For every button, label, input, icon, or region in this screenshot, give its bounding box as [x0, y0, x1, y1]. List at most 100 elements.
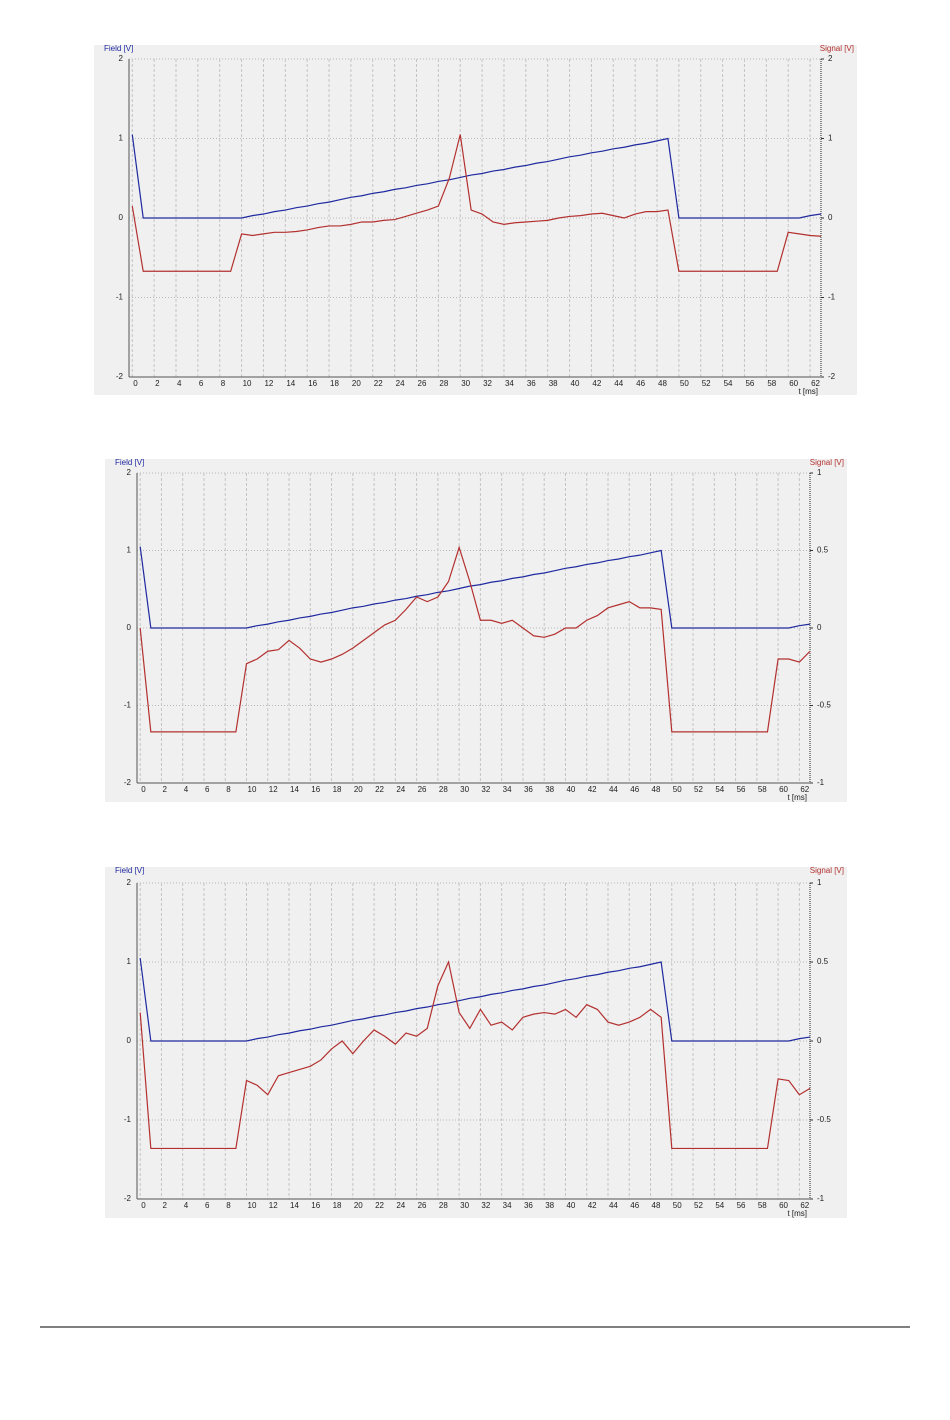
x-tick-label: 30 [461, 379, 470, 388]
series-line [139, 957, 811, 1042]
y-tick-label: 0 [127, 623, 132, 632]
x-tick-label: 26 [418, 785, 427, 794]
x-tick-label: 38 [545, 785, 554, 794]
y-axis-label: Field [V] [104, 44, 133, 53]
y-tick-label: 1 [127, 957, 132, 966]
x-tick-label: 34 [503, 1201, 512, 1210]
y2-tick-label: -2 [828, 372, 836, 381]
x-tick-label: 36 [524, 1201, 533, 1210]
x-tick-label: 48 [652, 785, 661, 794]
x-tick-label: 62 [800, 785, 809, 794]
x-tick-label: 48 [658, 379, 667, 388]
x-tick-label: 52 [694, 785, 703, 794]
x-tick-label: 16 [311, 1201, 320, 1210]
x-tick-label: 38 [545, 1201, 554, 1210]
y2-tick-label: 0 [817, 1036, 822, 1045]
x-tick-label: 2 [162, 1201, 167, 1210]
x-tick-label: 18 [330, 379, 339, 388]
y2-tick-label: 0 [817, 623, 822, 632]
y-axis-label: Field [V] [115, 458, 144, 467]
x-tick-label: 24 [396, 1201, 405, 1210]
x-tick-label: 60 [779, 1201, 788, 1210]
x-tick-label: 18 [333, 785, 342, 794]
x-tick-label: 8 [226, 1201, 231, 1210]
x-tick-label: 2 [162, 785, 167, 794]
x-tick-label: 4 [177, 379, 182, 388]
chart-background [105, 867, 847, 1218]
x-tick-label: 50 [673, 785, 682, 794]
x-tick-label: 34 [503, 785, 512, 794]
y-tick-label: -2 [124, 1194, 132, 1203]
x-tick-label: 6 [205, 785, 210, 794]
series-line [131, 134, 822, 272]
y2-tick-label: -1 [828, 293, 836, 302]
x-tick-label: 60 [789, 379, 798, 388]
x-tick-label: 46 [630, 785, 639, 794]
x-tick-label: 30 [460, 1201, 469, 1210]
y2-axis-label: Signal [V] [820, 44, 854, 53]
y2-tick-label: 0.5 [817, 957, 829, 966]
x-tick-label: 34 [505, 379, 514, 388]
x-tick-label: 50 [673, 1201, 682, 1210]
x-tick-label: 14 [286, 379, 295, 388]
x-tick-label: 32 [483, 379, 492, 388]
series-line [139, 545, 811, 733]
x-tick-label: 30 [460, 785, 469, 794]
x-tick-label: 14 [290, 1201, 299, 1210]
x-tick-label: 60 [779, 785, 788, 794]
x-tick-label: 32 [481, 1201, 490, 1210]
y-tick-label: 2 [119, 54, 124, 63]
x-tick-label: 32 [481, 785, 490, 794]
y-tick-label: 0 [119, 213, 124, 222]
x-tick-label: 4 [184, 785, 189, 794]
y-tick-label: -1 [124, 701, 132, 710]
y2-tick-label: -0.5 [817, 701, 831, 710]
x-tick-label: 10 [243, 379, 252, 388]
x-tick-label: 20 [354, 785, 363, 794]
x-tick-label: 26 [418, 1201, 427, 1210]
y2-tick-label: -1 [817, 1194, 825, 1203]
y-tick-label: -2 [116, 372, 124, 381]
x-tick-label: 12 [269, 1201, 278, 1210]
chart-background [94, 45, 857, 395]
series-line [139, 960, 811, 1150]
x-tick-label: 42 [588, 1201, 597, 1210]
x-tick-label: 2 [155, 379, 160, 388]
y-tick-label: 2 [127, 878, 132, 887]
x-tick-label: 4 [184, 1201, 189, 1210]
x-tick-label: 40 [566, 1201, 575, 1210]
x-tick-label: 54 [724, 379, 733, 388]
x-tick-label: 58 [758, 785, 767, 794]
y-tick-label: 1 [119, 134, 124, 143]
x-tick-label: 14 [290, 785, 299, 794]
series-line [139, 546, 811, 629]
y2-axis-label: Signal [V] [810, 458, 844, 467]
x-tick-label: 8 [226, 785, 231, 794]
x-tick-label: 24 [396, 379, 405, 388]
x-tick-label: 8 [221, 379, 226, 388]
y-tick-label: -1 [124, 1115, 132, 1124]
y2-tick-label: 0 [828, 213, 833, 222]
x-tick-label: 22 [375, 785, 384, 794]
series-line [131, 134, 822, 219]
x-axis-label: t [ms] [787, 793, 807, 802]
x-tick-label: 18 [333, 1201, 342, 1210]
x-tick-label: 46 [630, 1201, 639, 1210]
x-tick-label: 62 [811, 379, 820, 388]
y2-tick-label: -1 [817, 778, 825, 787]
x-tick-label: 52 [702, 379, 711, 388]
x-tick-label: 38 [549, 379, 558, 388]
y2-tick-label: 1 [817, 878, 822, 887]
x-tick-label: 44 [609, 1201, 618, 1210]
x-tick-label: 0 [133, 379, 138, 388]
x-tick-label: 6 [205, 1201, 210, 1210]
y2-axis-label: Signal [V] [810, 866, 844, 875]
x-tick-label: 22 [374, 379, 383, 388]
x-axis-label: t [ms] [798, 387, 818, 396]
x-tick-label: 56 [737, 785, 746, 794]
x-tick-label: 48 [652, 1201, 661, 1210]
x-tick-label: 42 [592, 379, 601, 388]
x-tick-label: 22 [375, 1201, 384, 1210]
